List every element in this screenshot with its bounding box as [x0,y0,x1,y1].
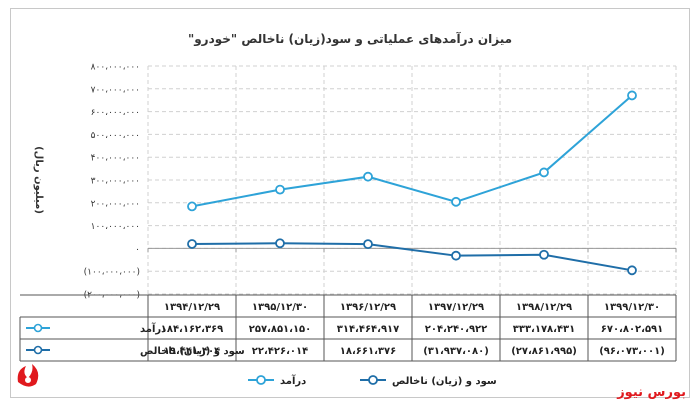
y-tick-label: ۲۰۰،۰۰۰،۰۰۰ [91,199,140,209]
data-table-value: (۳۱،۹۳۷،۰۸۰) [423,346,489,357]
data-point [451,250,461,261]
data-point [363,171,373,182]
series-line [191,94,633,208]
x-tick-label: ۱۳۹۸/۱۲/۲۹ [516,302,572,313]
x-tick-label: ۱۳۹۴/۱۲/۲۹ [164,302,220,313]
data-table-value: ۱۹،۴۴۱،۴۰۴ [164,346,220,357]
data-point [627,90,637,101]
y-tick-label: ۴۰۰،۰۰۰،۰۰۰ [91,154,140,164]
data-point [539,249,549,260]
y-tick-label: ۳۰۰،۰۰۰،۰۰۰ [91,177,140,187]
y-tick-label: ۵۰۰،۰۰۰،۰۰۰ [91,131,140,141]
chart-frame [10,8,690,398]
y-axis-label: (میلیون ریال) [33,146,44,214]
x-tick-label: ۱۳۹۶/۱۲/۲۹ [340,302,396,313]
chart-title: میزان درآمدهای عملیاتی و سود(زیان) ناخال… [188,31,512,47]
table-legend-key-marker [33,345,43,355]
data-point [275,238,285,249]
legend-key-marker [256,375,266,385]
series-line [191,242,633,272]
table-legend-key-marker [33,323,43,333]
y-tick-label: ۱۰۰،۰۰۰،۰۰۰ [91,222,140,232]
data-table-value: ۱۸،۶۶۱،۳۷۶ [340,346,396,357]
data-point [539,167,549,178]
x-tick-label: ۱۳۹۵/۱۲/۳۰ [252,302,308,313]
data-table-value: ۱۸۴،۱۶۲،۳۶۹ [161,324,224,335]
data-point [187,201,197,212]
data-table-value: ۳۱۴،۴۶۴،۹۱۷ [337,324,400,335]
data-table-value: ۲۰۴،۲۴۰،۹۲۲ [425,324,488,335]
table-series-name: درآمد [140,322,166,335]
data-table-value: ۳۳۳،۱۷۸،۴۳۱ [513,324,576,335]
x-tick-label: ۱۳۹۷/۱۲/۲۹ [428,302,484,313]
y-tick-label: ۶۰۰،۰۰۰،۰۰۰ [91,108,140,118]
data-table-value: (۲۷،۸۶۱،۹۹۵) [511,346,577,357]
brand-name: بورس نیوز [617,385,686,400]
legend-label: سود و (زیان) ناخالص [392,376,497,387]
data-table-value: (۹۶،۰۷۳،۰۰۱) [599,346,665,357]
data-point [451,196,461,207]
y-tick-label: ۸۰۰،۰۰۰،۰۰۰ [91,63,140,73]
y-tick-label: (۱۰۰،۰۰۰،۰۰۰) [84,268,140,278]
x-tick-label: ۱۳۹۹/۱۲/۳۰ [604,302,660,313]
data-table-value: ۲۲،۴۲۶،۰۱۴ [252,346,308,357]
data-table-value: ۶۷۰،۸۰۲،۵۹۱ [601,324,664,335]
brand-logo-icon [17,364,39,387]
data-point [275,184,285,195]
table-series-name: سود و (زیان) ناخالص [140,346,245,357]
legend-key-marker [368,375,378,385]
data-point [187,239,197,249]
y-tick-label: ۷۰۰،۰۰۰،۰۰۰ [91,85,140,95]
legend-label: درآمد [280,374,306,387]
data-table-value: ۲۵۷،۸۵۱،۱۵۰ [249,324,312,335]
y-tick-label: ۰ [135,245,140,255]
data-point [627,265,637,276]
data-point [363,239,373,250]
